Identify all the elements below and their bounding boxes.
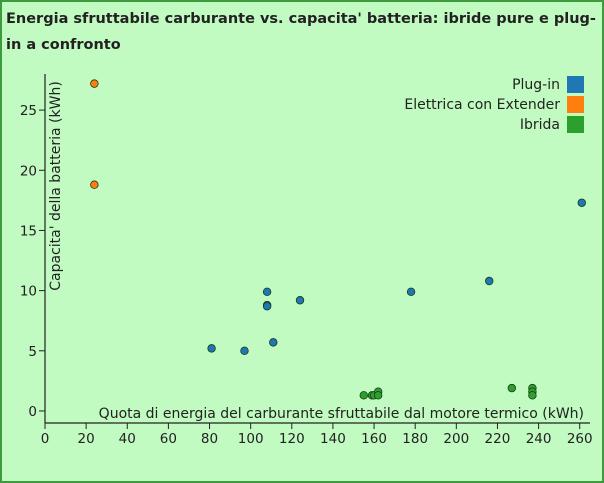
data-point xyxy=(528,391,537,400)
data-point xyxy=(359,391,368,400)
x-tick-label: 120 xyxy=(279,431,305,447)
legend-label: Plug-in xyxy=(512,77,560,93)
legend-label: Elettrica con Extender xyxy=(404,97,560,113)
x-tick-label: 20 xyxy=(78,431,95,447)
chart-title: Energia sfruttabile carburante vs. capac… xyxy=(6,11,596,53)
x-tick-label: 80 xyxy=(201,431,218,447)
y-axis-label: Capacita' della batteria (kWh) xyxy=(48,81,64,291)
legend-swatch xyxy=(567,76,584,93)
y-tick-label: 0 xyxy=(28,404,37,420)
data-point xyxy=(262,302,272,311)
x-tick-label: 60 xyxy=(160,431,177,447)
y-tick-label: 20 xyxy=(20,163,37,179)
legend-label: Ibrida xyxy=(520,117,560,133)
y-tick-label: 25 xyxy=(20,103,37,119)
x-tick-label: 140 xyxy=(320,431,346,447)
y-tick-label: 15 xyxy=(20,223,37,239)
x-tick-label: 0 xyxy=(41,431,50,447)
legend: Plug-in Elettrica con Extender Ibrida xyxy=(404,76,584,133)
x-tick-label: 220 xyxy=(485,431,511,447)
axes: 0 20 40 60 80 100 120 140 160 180 200 220 240 260 0 5 10… xyxy=(20,74,593,447)
x-tick-label: 160 xyxy=(361,431,387,447)
y-tick-label: 10 xyxy=(20,284,37,300)
data-point xyxy=(90,180,99,189)
x-tick-label: 240 xyxy=(526,431,552,447)
legend-swatch xyxy=(567,96,584,113)
data-point xyxy=(485,276,494,286)
data-point xyxy=(240,346,249,355)
data-point xyxy=(406,287,416,297)
data-point xyxy=(90,79,99,88)
data-points xyxy=(90,79,586,400)
data-point xyxy=(373,391,383,400)
y-tick-label: 5 xyxy=(28,344,37,360)
data-point xyxy=(262,287,272,297)
data-point xyxy=(295,296,305,305)
x-tick-label: 180 xyxy=(402,431,428,447)
legend-swatch xyxy=(567,116,584,133)
data-point xyxy=(207,344,216,353)
x-tick-label: 260 xyxy=(567,431,593,447)
data-point xyxy=(269,338,278,347)
data-point xyxy=(507,383,517,393)
x-tick-label: 100 xyxy=(238,431,264,447)
x-tick-label: 200 xyxy=(443,431,469,447)
x-axis-label: Quota di energia del carburante sfruttab… xyxy=(99,406,584,422)
x-tick-label: 40 xyxy=(119,431,136,447)
data-point xyxy=(577,198,586,207)
